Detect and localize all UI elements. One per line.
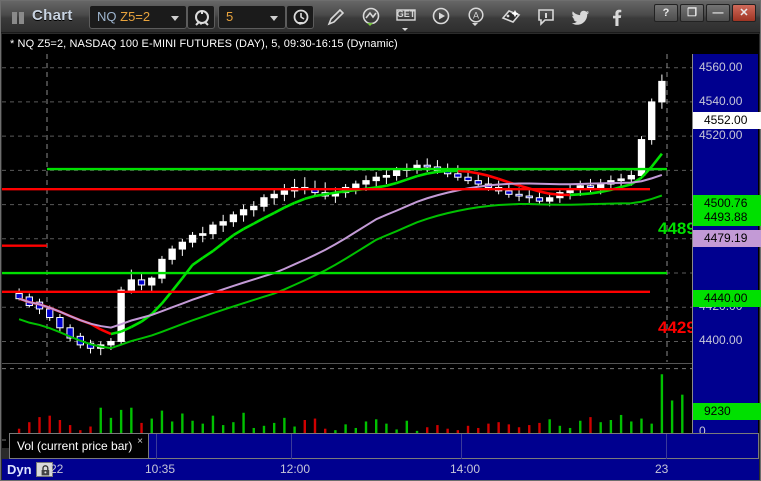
lower-band-tag[interactable]: 4440.00 (693, 290, 761, 307)
mid-band-tag[interactable]: 4493.88 (693, 209, 761, 226)
time-axis-tick: 23 (655, 462, 669, 476)
help-glyph: ? (662, 7, 670, 19)
trend-line-tag[interactable]: 4479.19 (693, 230, 761, 247)
volume-pane[interactable] (2, 365, 692, 441)
restore-glyph: ❐ (687, 7, 697, 19)
chat-comment-icon[interactable] (533, 6, 559, 29)
time-gridline (291, 434, 292, 460)
time-axis-tick: 22 (50, 462, 64, 476)
price-pane[interactable]: DirectionalMovement.com Direction © eSig… (2, 54, 692, 362)
upper-band-tag[interactable]: 4500.76 (693, 195, 761, 212)
minimize-button[interactable]: — (706, 4, 730, 22)
close-button[interactable]: ✕ (732, 4, 756, 22)
pane-divider[interactable] (2, 363, 692, 364)
time-axis-tick: 14:00 (450, 462, 481, 476)
restore-down-button[interactable]: ❐ (680, 4, 704, 22)
volume-axis-tick: 0 (699, 424, 706, 438)
time-axis-tick: 12:00 (280, 462, 311, 476)
chart-title: * NQ Z5=2, NASDAQ 100 E-MINI FUTURES (DA… (10, 38, 398, 50)
tag-ribbon-icon[interactable] (498, 6, 524, 29)
interval-value: 5 (226, 9, 234, 24)
chevron-down-icon[interactable] (270, 16, 278, 21)
time-template-icon[interactable] (286, 5, 314, 29)
symbol-value: NQ Z5=2 (97, 9, 151, 24)
get-label: GET (396, 9, 416, 19)
chart-canvas-area[interactable]: * NQ Z5=2, NASDAQ 100 E-MINI FUTURES (DA… (2, 34, 761, 448)
vol-pane-tab[interactable]: Vol (current price bar) × (9, 433, 149, 459)
price-axis[interactable]: 4560.004540.004520.004460.004420.004400.… (692, 54, 761, 441)
dynamic-mode-label: Dyn (7, 462, 32, 477)
tab-strip[interactable] (149, 433, 759, 460)
chart-style-icon[interactable] (358, 6, 384, 29)
svg-text:A: A (473, 11, 479, 21)
close-icon[interactable]: × (137, 436, 143, 447)
current-volume-tag[interactable]: 9230 (693, 403, 761, 420)
refresh-symbol-icon[interactable] (187, 5, 215, 29)
minimize-glyph: — (712, 7, 724, 19)
twitter-icon[interactable] (568, 6, 594, 29)
bar-chart-icon (11, 10, 27, 24)
price-axis-tick: 4400.00 (699, 333, 743, 348)
interval-input[interactable]: 5 (218, 5, 286, 29)
time-gridline (461, 434, 462, 460)
vol-pane-tab-label: Vol (current price bar) (17, 439, 133, 453)
volume-plot (2, 368, 692, 441)
price-axis-tick: 4540.00 (699, 93, 743, 108)
price-axis-tick: 4520.00 (699, 128, 743, 143)
green-level-label: 4489 (658, 219, 692, 238)
red-level-label: 4429 (658, 318, 692, 337)
window-title: Chart (32, 7, 73, 24)
symbol-input[interactable]: NQ Z5=2 (89, 5, 187, 29)
help-button[interactable]: ? (654, 4, 678, 22)
draw-pencil-icon[interactable] (323, 6, 349, 29)
facebook-icon[interactable] (603, 6, 629, 29)
close-glyph: ✕ (739, 7, 749, 19)
time-gridline (156, 434, 157, 460)
chevron-down-icon[interactable] (171, 16, 179, 21)
status-bar: Dyn 22 10:35 12:00 14:00 23 (2, 459, 759, 480)
price-plot (2, 54, 692, 362)
time-axis-tick: 10:35 (145, 462, 176, 476)
last-price-tag[interactable]: 4552.00 (693, 112, 761, 129)
price-axis-tick: 4560.00 (699, 59, 743, 74)
play-replay-icon[interactable] (428, 6, 454, 29)
time-gridline (666, 434, 667, 460)
annotation-a-icon[interactable]: A (463, 6, 489, 29)
title-bar: Chart NQ Z5=2 5 GET (1, 1, 760, 33)
get-quote-icon[interactable]: GET (393, 6, 419, 31)
lock-icon[interactable] (36, 462, 53, 477)
